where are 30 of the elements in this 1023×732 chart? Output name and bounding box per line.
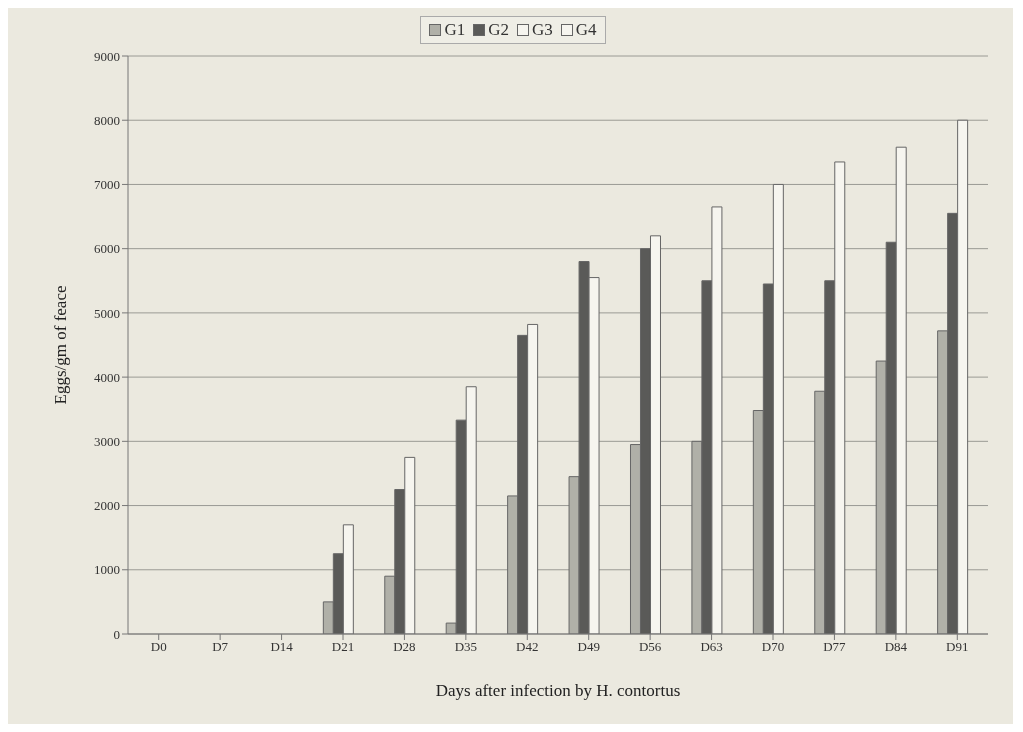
x-tick-label: D35 (454, 639, 478, 655)
x-tick-label: D70 (761, 639, 785, 655)
x-tick-label: D56 (638, 639, 662, 655)
y-tick-label: 4000 (94, 369, 120, 385)
x-tick-label: D77 (823, 639, 847, 655)
x-tick-label: D84 (884, 639, 908, 655)
y-tick-label: 6000 (94, 241, 120, 257)
y-tick-label: 8000 (94, 112, 120, 128)
x-tick-label: D49 (577, 639, 600, 655)
x-tick-label: D63 (700, 639, 723, 655)
x-tick-label: D28 (393, 639, 416, 655)
y-tick-label: 5000 (94, 305, 120, 321)
x-axis-title: Days after infection by H. contortus (435, 681, 681, 700)
y-tick-label: 2000 (94, 498, 120, 514)
legend-label: G1 (443, 20, 466, 40)
x-tick-label: D21 (331, 639, 355, 655)
x-tick-label: D7 (212, 639, 229, 655)
legend-label: G2 (487, 20, 509, 40)
x-tick-label: D91 (946, 639, 969, 655)
y-tick-label: 7000 (94, 177, 120, 193)
y-tick-label: 1000 (94, 562, 120, 578)
y-axis-title: Eggs/gm of feace (51, 285, 71, 405)
y-tick-label: 0 (113, 626, 120, 642)
x-tick-label: D0 (150, 639, 167, 655)
x-tick-label: D14 (270, 639, 294, 655)
legend-label: G3 (531, 20, 553, 40)
y-tick-label: 3000 (94, 433, 120, 449)
x-tick-label: D42 (516, 639, 539, 655)
legend-label: G4 (574, 20, 597, 40)
y-tick-label: 9000 (94, 48, 120, 64)
